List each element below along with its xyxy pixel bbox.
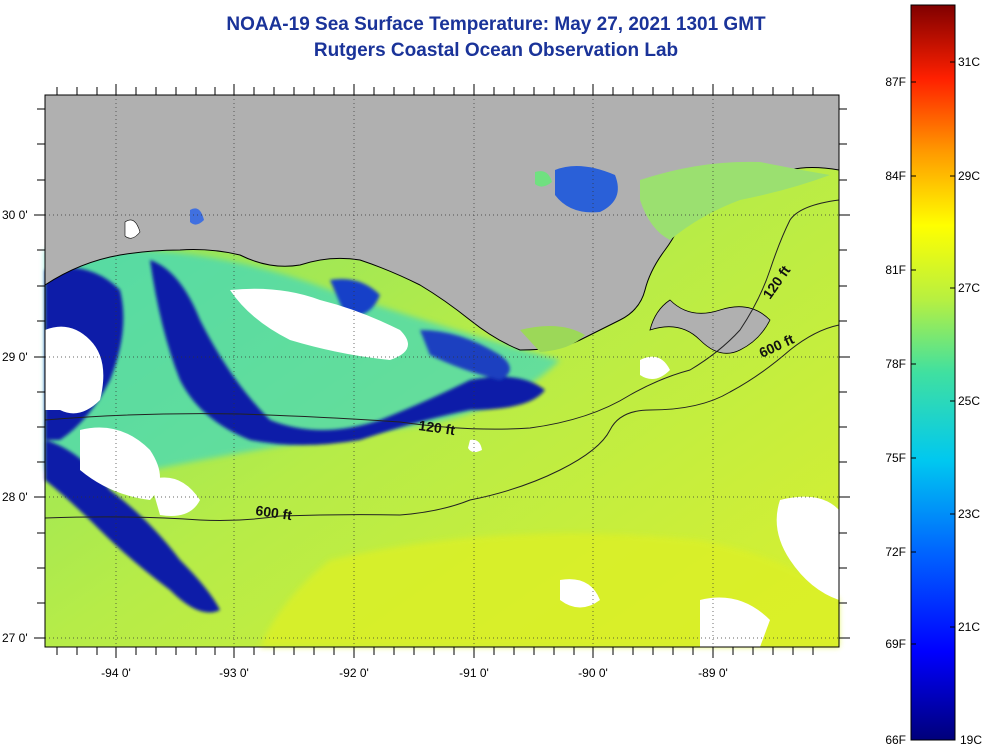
colorbar-label-31c: 31C — [958, 55, 980, 69]
graticule — [45, 95, 839, 647]
colorbar-label-72f: 72F — [885, 545, 906, 559]
colorbar-label-19c: 19C — [960, 733, 982, 747]
lon-label-90: -90 0' — [578, 666, 608, 680]
lat-label-27: 27 0' — [2, 631, 28, 645]
cloud-cover — [45, 235, 839, 647]
colorbar — [910, 4, 956, 741]
colorbar-label-81f: 81F — [885, 263, 906, 277]
map-frame — [44, 94, 840, 648]
colorbar-label-27c: 27C — [958, 281, 980, 295]
colorbar-label-87f: 87F — [885, 75, 906, 89]
lon-label-94: -94 0' — [101, 666, 131, 680]
colorbar-ticks — [911, 61, 955, 645]
inland-lake — [190, 208, 204, 225]
contour-600ft — [44, 324, 840, 521]
lon-label-91: -91 0' — [459, 666, 489, 680]
colorbar-label-66f: 66F — [885, 733, 906, 747]
map-title: NOAA-19 Sea Surface Temperature: May 27,… — [226, 14, 766, 35]
mississippi-delta — [649, 299, 771, 354]
colorbar-label-25c: 25C — [958, 394, 980, 408]
colorbar-label-29c: 29C — [958, 169, 980, 183]
colorbar-label-23c: 23C — [958, 507, 980, 521]
contour-label-600ft-west: 600 ft — [255, 502, 294, 523]
colorbar-label-69f: 69F — [885, 637, 906, 651]
lon-label-93: -93 0' — [219, 666, 249, 680]
lat-label-28: 28 0' — [2, 490, 28, 504]
inland-lake — [555, 166, 618, 213]
lat-label-30: 30 0' — [2, 208, 28, 222]
colorbar-label-78f: 78F — [885, 357, 906, 371]
lat-label-29: 29 0' — [2, 350, 28, 364]
colorbar-label-84f: 84F — [885, 169, 906, 183]
warm-water-area — [260, 533, 839, 647]
contour-120ft — [44, 199, 840, 430]
tick-marks — [34, 84, 850, 658]
inland-lake — [535, 171, 552, 187]
inland-lake — [124, 219, 141, 239]
land-louisiana-texas — [45, 95, 839, 350]
colorbar-label-21c: 21C — [958, 620, 980, 634]
lon-label-92: -92 0' — [339, 666, 369, 680]
colorbar-label-75f: 75F — [885, 451, 906, 465]
map-subtitle: Rutgers Coastal Ocean Observation Lab — [313, 40, 679, 61]
contour-label-120ft-west: 120 ft — [418, 417, 457, 438]
lon-label-89: -89 0' — [698, 666, 728, 680]
inland-lake — [640, 161, 830, 240]
inland-lake — [520, 326, 585, 352]
